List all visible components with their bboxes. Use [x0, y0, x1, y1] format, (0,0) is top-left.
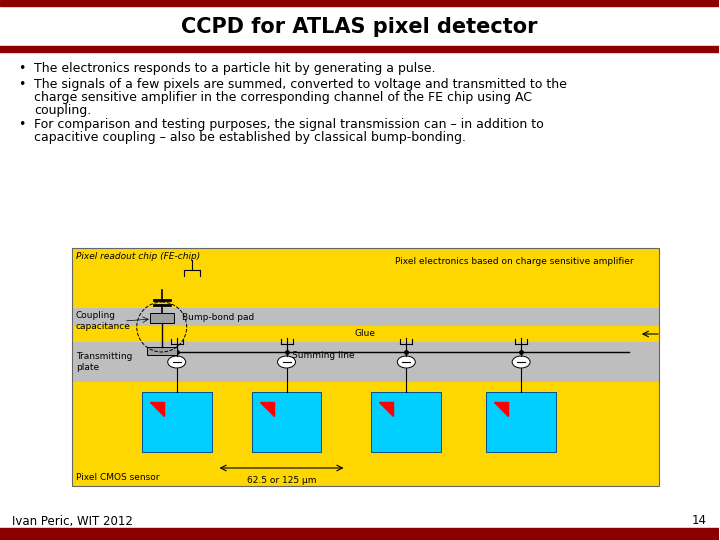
Text: Transmitting
plate: Transmitting plate [76, 352, 132, 372]
Bar [0, 0, 719, 6]
Bar [72, 308, 659, 326]
Text: Pixel CMOS sensor: Pixel CMOS sensor [76, 474, 159, 483]
Bar [0, 528, 719, 540]
Text: Pixel electronics based on charge sensitive amplifier: Pixel electronics based on charge sensit… [395, 258, 634, 267]
Ellipse shape [168, 356, 186, 368]
Text: Summing line: Summing line [292, 352, 354, 361]
Bar [486, 392, 556, 452]
Text: Glue: Glue [355, 329, 376, 339]
Text: Coupling
capacitance: Coupling capacitance [76, 311, 131, 330]
Bar [142, 392, 212, 452]
Polygon shape [379, 402, 393, 416]
Text: 14: 14 [692, 515, 707, 528]
Bar [72, 248, 659, 308]
Bar [0, 6, 719, 46]
Text: •: • [18, 118, 25, 131]
Text: Bump-bond pad: Bump-bond pad [181, 314, 254, 322]
Text: •: • [18, 62, 25, 75]
Text: For comparison and testing purposes, the signal transmission can – in addition t: For comparison and testing purposes, the… [34, 118, 544, 131]
Text: Ivan Peric, WIT 2012: Ivan Peric, WIT 2012 [12, 515, 133, 528]
Ellipse shape [397, 356, 415, 368]
Text: Pixel readout chip (FE-chip): Pixel readout chip (FE-chip) [76, 252, 200, 261]
Text: charge sensitive amplifier in the corresponding channel of the FE chip using AC: charge sensitive amplifier in the corres… [34, 91, 532, 104]
Bar [72, 248, 659, 486]
Polygon shape [150, 402, 163, 416]
Bar [0, 46, 719, 52]
Bar [72, 326, 659, 342]
Bar [251, 392, 321, 452]
Text: coupling.: coupling. [34, 104, 91, 117]
Polygon shape [259, 402, 274, 416]
Ellipse shape [277, 356, 295, 368]
Bar [72, 382, 659, 486]
Text: The signals of a few pixels are summed, converted to voltage and transmitted to : The signals of a few pixels are summed, … [34, 78, 567, 91]
Polygon shape [494, 402, 508, 416]
Text: CCPD for ATLAS pixel detector: CCPD for ATLAS pixel detector [181, 17, 538, 37]
Bar [372, 392, 441, 452]
Bar [147, 347, 176, 355]
Text: capacitive coupling – also be established by classical bump-bonding.: capacitive coupling – also be establishe… [34, 131, 466, 144]
Text: •: • [18, 78, 25, 91]
Text: The electronics responds to a particle hit by generating a pulse.: The electronics responds to a particle h… [34, 62, 436, 75]
Bar [72, 342, 659, 382]
Bar [150, 313, 174, 323]
Text: 62.5 or 125 μm: 62.5 or 125 μm [247, 476, 316, 485]
Ellipse shape [512, 356, 530, 368]
